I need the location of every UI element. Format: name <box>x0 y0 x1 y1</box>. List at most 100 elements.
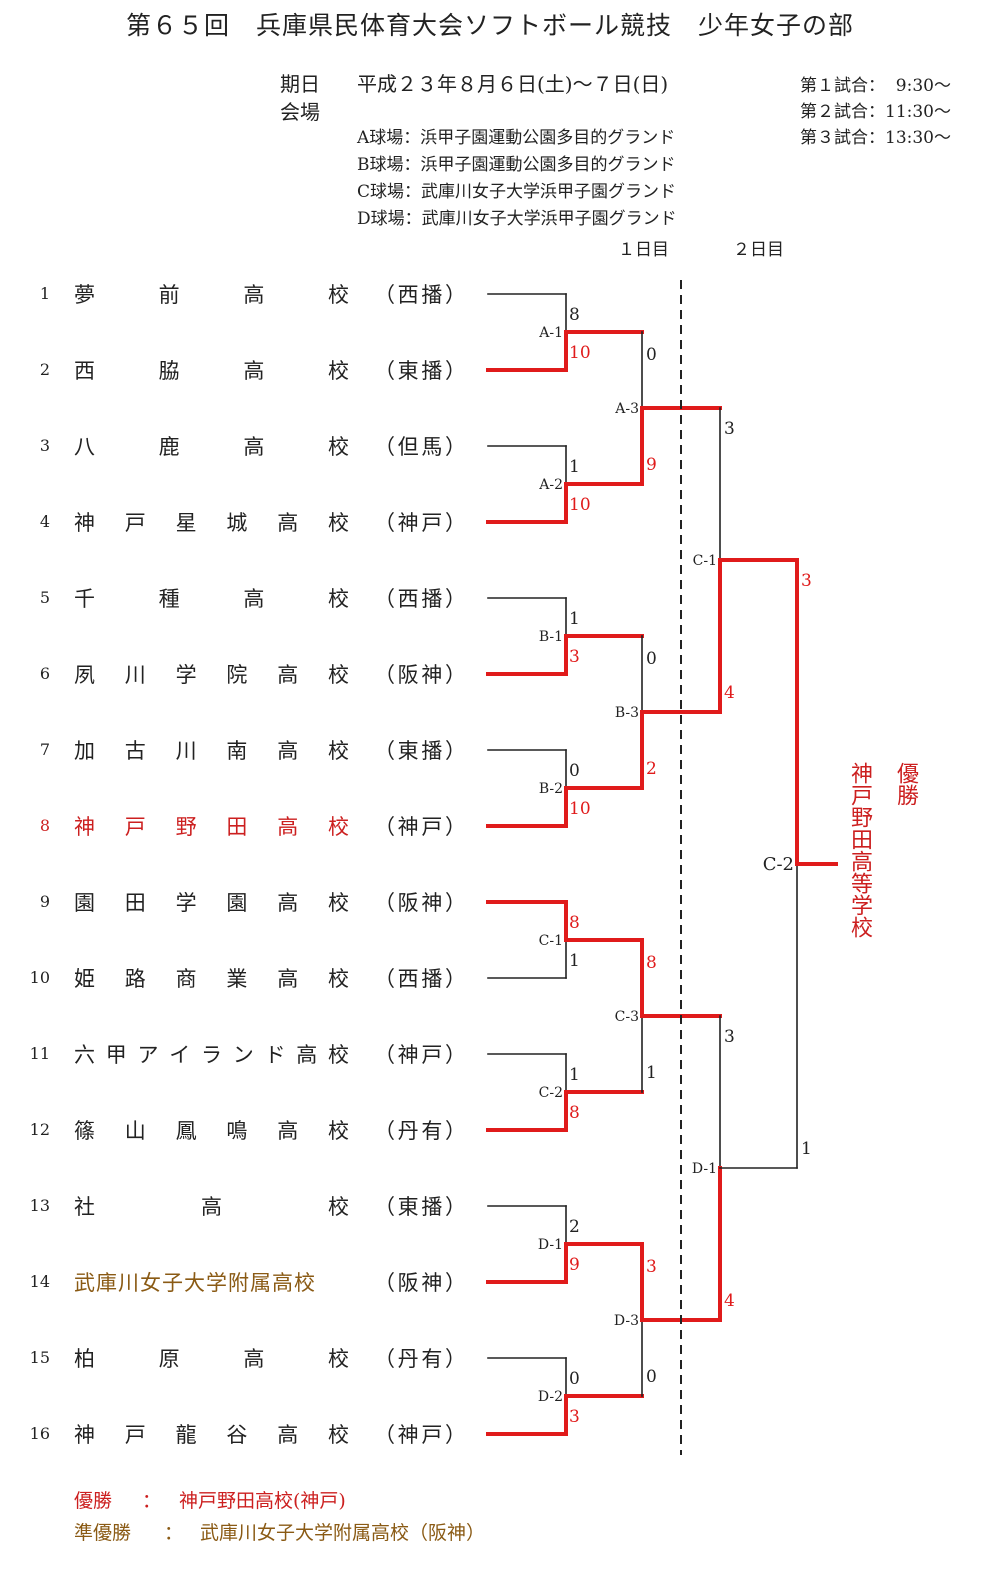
team-row: 8 神戸野田高校 （神戸） <box>0 810 480 840</box>
score-top: 0 <box>569 1369 580 1389</box>
team-number: 4 <box>39 512 50 531</box>
team-row: 11 六甲アイランド高校 （神戸） <box>0 1038 480 1068</box>
team-name: 加古川南高校 <box>74 739 349 763</box>
venue-d: D球場：武庫川女子大学浜甲子園グランド <box>357 209 677 229</box>
team-name: 神戸龍谷高校 <box>74 1423 349 1447</box>
score-bottom: 0 <box>646 1367 657 1387</box>
team-name: 神戸星城高校 <box>74 511 349 535</box>
day2-label: ２日目 <box>733 240 784 260</box>
score-bottom: 10 <box>569 799 591 819</box>
team-row: 4 神戸星城高校 （神戸） <box>0 506 480 536</box>
team-name: 姫路商業高校 <box>74 967 349 991</box>
score-bottom: 1 <box>801 1139 812 1159</box>
team-number: 7 <box>39 740 50 759</box>
team-row: 1 夢前高校 （西播） <box>0 278 480 308</box>
match-label: A-1 <box>538 325 563 341</box>
match-label: B-1 <box>539 629 563 645</box>
match-time-3: 第３試合：13:30～ <box>800 128 951 148</box>
match-time-1: 第１試合： 9:30～ <box>800 76 951 96</box>
team-row: 9 園田学園高校 （阪神） <box>0 886 480 916</box>
score-top: 0 <box>646 345 657 365</box>
score-bottom: 1 <box>646 1063 657 1083</box>
final-match-label: C-2 <box>763 854 794 875</box>
champion-label: 優勝 <box>893 762 918 806</box>
team-number: 12 <box>29 1120 50 1139</box>
team-prefecture: （東播） <box>374 739 466 763</box>
team-row: 16 神戸龍谷高校 （神戸） <box>0 1418 480 1448</box>
team-prefecture: （西播） <box>374 967 466 991</box>
team-prefecture: （東播） <box>374 1195 466 1219</box>
score-bottom: 9 <box>569 1255 580 1275</box>
match-label: C-1 <box>693 553 717 569</box>
team-row: 14 武庫川女子大学附属高校 （阪神） <box>0 1266 480 1296</box>
team-prefecture: （阪神） <box>374 1271 466 1295</box>
team-name: 神戸野田高校 <box>74 815 349 839</box>
score-top: 8 <box>569 305 580 325</box>
team-name: 園田学園高校 <box>74 891 349 915</box>
match-label: D-3 <box>614 1313 639 1329</box>
venue-b: B球場：浜甲子園運動公園多目的グランド <box>357 155 676 175</box>
venue-c: C球場：武庫川女子大学浜甲子園グランド <box>357 182 677 202</box>
footer-runner-value: 武庫川女子大学附属高校（阪神） <box>200 1522 486 1544</box>
team-number: 10 <box>29 968 50 987</box>
team-prefecture: （東播） <box>374 359 466 383</box>
score-top: 1 <box>569 1065 580 1085</box>
match-label: A-3 <box>614 401 639 417</box>
team-prefecture: （西播） <box>374 587 466 611</box>
team-name: 八鹿高校 <box>74 435 349 459</box>
day1-label: １日目 <box>618 240 669 260</box>
team-name: 篠山鳳鳴高校 <box>74 1119 349 1143</box>
score-top: 3 <box>724 419 735 439</box>
champion-name: 神戸野田高等学校 <box>847 762 872 938</box>
team-prefecture: （神戸） <box>374 511 466 535</box>
score-top: 3 <box>801 571 812 591</box>
score-bottom: 4 <box>724 1291 735 1311</box>
match-label: C-3 <box>615 1009 639 1025</box>
team-row: 3 八鹿高校 （但馬） <box>0 430 480 460</box>
score-bottom: 10 <box>569 343 591 363</box>
footer-winner-colon: ： <box>142 1490 162 1512</box>
score-top: 1 <box>569 457 580 477</box>
score-bottom: 4 <box>724 683 735 703</box>
footer-winner-value: 神戸野田高校(神戸) <box>179 1490 346 1512</box>
team-row: 2 西脇高校 （東播） <box>0 354 480 384</box>
team-prefecture: （丹有） <box>374 1347 466 1371</box>
team-name: 千種高校 <box>74 587 349 611</box>
match-label: D-1 <box>692 1161 717 1177</box>
team-prefecture: （丹有） <box>374 1119 466 1143</box>
team-row: 7 加古川南高校 （東播） <box>0 734 480 764</box>
team-number: 9 <box>39 892 50 911</box>
team-name: 夢前高校 <box>74 283 349 307</box>
date-value: 平成２３年８月６日(土)～７日(日) <box>357 72 669 96</box>
team-number: 8 <box>39 816 50 835</box>
footer-winner-label: 優勝 <box>74 1490 113 1512</box>
page-title: 第６５回 兵庫県民体育大会ソフトボール競技 少年女子の部 <box>125 11 854 40</box>
team-row: 5 千種高校 （西播） <box>0 582 480 612</box>
team-prefecture: （阪神） <box>374 891 466 915</box>
match-label: D-2 <box>538 1389 563 1405</box>
score-bottom: 2 <box>646 759 657 779</box>
score-bottom: 10 <box>569 495 591 515</box>
team-prefecture: （但馬） <box>374 435 466 459</box>
match-label: B-3 <box>615 705 639 721</box>
footer-runner-colon: ： <box>164 1522 184 1544</box>
score-top: 8 <box>569 913 580 933</box>
match-label: A-2 <box>538 477 563 493</box>
team-number: 11 <box>29 1044 50 1063</box>
match-label: C-1 <box>539 933 563 949</box>
team-row: 15 柏原高校 （丹有） <box>0 1342 480 1372</box>
score-top: 8 <box>646 953 657 973</box>
footer-runner-label: 準優勝 <box>74 1522 132 1544</box>
match-time-2: 第２試合：11:30～ <box>800 102 951 122</box>
score-top: 2 <box>569 1217 580 1237</box>
team-number: 3 <box>39 436 50 455</box>
team-row: 10 姫路商業高校 （西播） <box>0 962 480 992</box>
score-bottom: 9 <box>646 455 657 475</box>
venue-a: A球場：浜甲子園運動公園多目的グランド <box>357 128 676 148</box>
team-number: 14 <box>29 1272 50 1291</box>
team-prefecture: （神戸） <box>374 1423 466 1447</box>
team-row: 12 篠山鳳鳴高校 （丹有） <box>0 1114 480 1144</box>
team-name: 西脇高校 <box>74 359 349 383</box>
team-number: 16 <box>29 1424 50 1443</box>
